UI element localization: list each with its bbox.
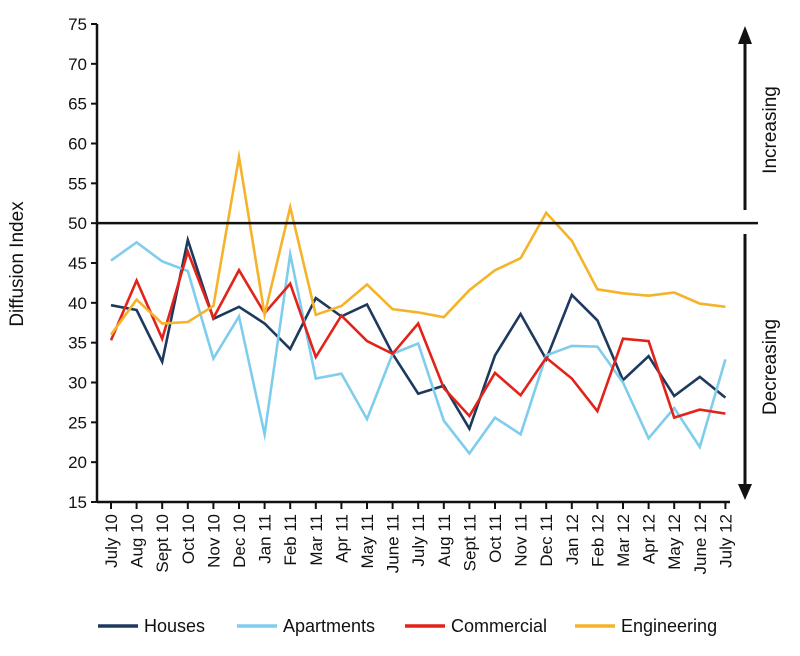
y-tick-label: 40 [68, 294, 87, 313]
y-tick-label: 15 [68, 493, 87, 512]
x-tick-label: Aug 10 [128, 514, 147, 568]
x-tick-label: June 12 [691, 514, 710, 575]
x-tick-label: Mar 11 [307, 514, 326, 566]
x-tick-label: July 10 [102, 514, 121, 568]
y-tick-label: 35 [68, 334, 87, 353]
x-tick-label: Dec 11 [537, 514, 556, 567]
x-tick-label: Feb 12 [588, 514, 607, 567]
x-tick-label: May 11 [358, 514, 377, 569]
y-tick-label: 30 [68, 374, 87, 393]
y-tick-label: 60 [68, 135, 87, 154]
legend-label-commercial: Commercial [451, 616, 547, 636]
x-tick-label: Mar 12 [614, 514, 633, 567]
y-tick-label: 65 [68, 95, 87, 114]
y-axis-title: Diffusion Index [7, 201, 28, 327]
series-line-commercial [109, 247, 726, 420]
arrow-down-icon [738, 484, 752, 500]
legend-label-apartments: Apartments [283, 616, 375, 636]
x-tick-label: Jan 12 [563, 514, 582, 565]
series-line-apartments [110, 240, 727, 456]
y-tick-label: 25 [68, 413, 87, 432]
legend-label-engineering: Engineering [621, 616, 717, 636]
arrow-up-icon [738, 26, 752, 44]
x-tick-label: Nov 10 [204, 514, 223, 568]
series-line-houses [110, 234, 727, 432]
y-tick-label: 75 [68, 15, 87, 34]
x-tick-label: Oct 10 [179, 514, 198, 564]
legend: Houses Apartments Commercial Engineering [98, 616, 717, 636]
increasing-label: Increasing [760, 86, 781, 174]
series-line-engineering [109, 149, 726, 336]
x-tick-label: July 12 [716, 514, 735, 568]
y-tick-label: 45 [68, 254, 87, 273]
legend-label-houses: Houses [144, 616, 205, 636]
y-tick-label: 55 [68, 174, 87, 193]
direction-arrows [738, 26, 752, 500]
y-tick-label: 70 [68, 55, 87, 74]
x-tick-label: Sept 11 [460, 514, 479, 571]
x-tick-label: Sept 10 [153, 514, 172, 573]
y-tick-label: 50 [68, 214, 87, 233]
x-tick-label: Apr 11 [332, 514, 351, 563]
x-axis-ticks: July 10 Aug 10 Sept 10 Oct 10 Nov 10 Dec 10 Ja… [102, 502, 735, 575]
x-tick-label: Feb 11 [281, 514, 300, 566]
x-tick-label: June 11 [384, 514, 403, 573]
x-tick-label: Oct 11 [486, 514, 505, 563]
axes [95, 24, 758, 504]
x-tick-label: Dec 10 [230, 514, 249, 568]
y-tick-label: 20 [68, 453, 87, 472]
x-tick-label: Jan 11 [256, 514, 275, 564]
decreasing-label: Decreasing [760, 319, 781, 415]
x-tick-label: Apr 12 [640, 514, 659, 564]
y-axis-ticks: 15 20 25 30 35 40 45 50 55 60 65 70 75 [68, 15, 97, 512]
series-lines [109, 149, 727, 456]
x-tick-label: Aug 11 [435, 514, 454, 567]
x-tick-label: July 11 [409, 514, 428, 567]
x-tick-label: Nov 11 [512, 514, 531, 567]
x-tick-label: May 12 [665, 514, 684, 570]
